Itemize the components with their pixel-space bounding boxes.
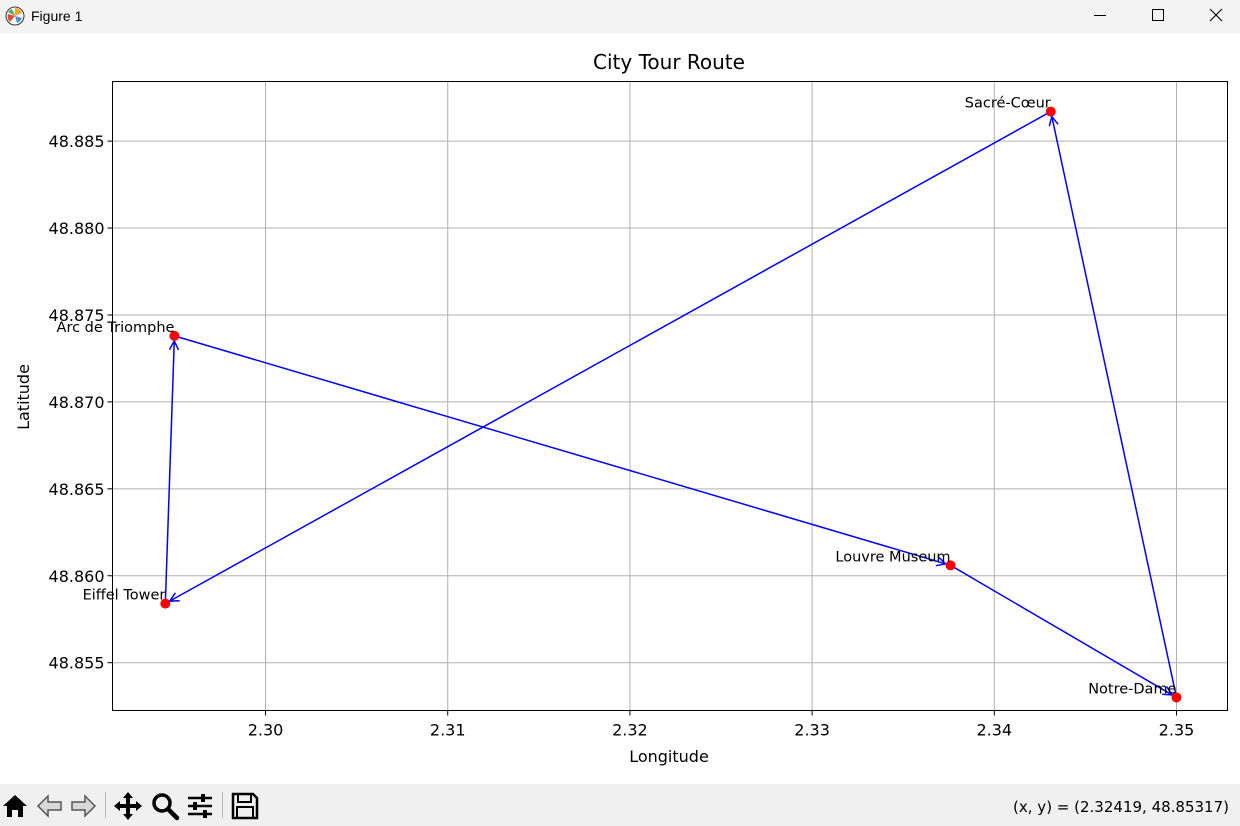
city-point [945, 560, 956, 571]
route-arrows [164, 110, 1178, 698]
x-tick-label: 2.32 [612, 721, 648, 740]
city-label: Notre-Dame [1088, 681, 1176, 697]
cursor-coordinates: (x, y) = (2.32419, 48.85317) [1013, 798, 1229, 816]
x-tick-label: 2.31 [430, 721, 466, 740]
matplotlib-logo-icon [5, 6, 25, 26]
zoom-button[interactable] [150, 791, 180, 821]
pan-icon [114, 792, 142, 820]
minimize-icon [1094, 15, 1106, 16]
x-axis-label: Longitude [629, 747, 709, 766]
y-tick-label: 48.860 [49, 567, 105, 586]
y-tick-label: 48.880 [49, 219, 105, 238]
maximize-button[interactable] [1129, 0, 1187, 33]
city-label: Louvre Museum [835, 549, 950, 565]
y-tick-label: 48.885 [49, 132, 105, 151]
configure-subplots-icon [188, 794, 212, 818]
city-point [1171, 692, 1182, 703]
configure-subplots-button[interactable] [185, 791, 215, 821]
toolbar-separator [222, 792, 223, 818]
x-tick-label: 2.35 [1159, 721, 1195, 740]
window-titlebar: Figure 1 [0, 0, 1240, 33]
city-label: Sacré-Cœur [965, 96, 1051, 112]
x-tick-label: 2.30 [248, 721, 284, 740]
city-point [169, 330, 180, 341]
save-icon [231, 792, 259, 820]
minimize-button[interactable] [1071, 0, 1129, 33]
route-arrow [164, 339, 180, 604]
navigation-toolbar: (x, y) = (2.32419, 48.85317) [0, 784, 1240, 826]
back-button[interactable] [35, 791, 65, 821]
city-label: Eiffel Tower [83, 588, 166, 604]
window-title: Figure 1 [31, 8, 83, 24]
plot-frame [112, 81, 1228, 711]
home-button[interactable] [0, 791, 30, 821]
axis-ticks: 2.30 2.31 2.32 2.33 2.34 2.35 48.855 48.860 48.8… [49, 132, 1195, 739]
x-tick-label: 2.33 [794, 721, 830, 740]
save-button[interactable] [230, 791, 260, 821]
close-button[interactable] [1187, 0, 1240, 33]
route-arrow [950, 564, 1174, 696]
route-arrow [174, 335, 948, 567]
figure-canvas[interactable]: 2.30 2.31 2.32 2.33 2.34 2.35 48.855 48.860 48.8… [0, 33, 1240, 784]
route-arrow [168, 110, 1052, 602]
forward-icon [71, 794, 97, 818]
grid [112, 81, 1228, 711]
y-tick-label: 48.870 [49, 393, 105, 412]
city-point [160, 598, 171, 609]
city-label: Arc de Triomphe [57, 320, 175, 336]
y-tick-label: 48.865 [49, 480, 105, 499]
route-arrow [1048, 114, 1178, 698]
zoom-icon [152, 793, 180, 821]
pan-button[interactable] [113, 791, 143, 821]
back-icon [36, 794, 62, 818]
y-tick-label: 48.875 [49, 306, 105, 325]
forward-button[interactable] [68, 791, 98, 821]
y-tick-label: 48.855 [49, 654, 105, 673]
toolbar-separator [105, 792, 106, 818]
y-axis-label: Latitude [14, 364, 33, 430]
city-tour-chart: 2.30 2.31 2.32 2.33 2.34 2.35 48.855 48.860 48.8… [14, 50, 1228, 766]
chart-title: City Tour Route [593, 50, 745, 74]
home-icon [3, 795, 27, 817]
city-points [160, 106, 1182, 703]
x-tick-label: 2.34 [976, 721, 1012, 740]
city-point [1045, 106, 1056, 117]
city-labels: Eiffel Tower Louvre Museum Notre-Dame Sacré… [57, 96, 1177, 698]
close-icon [1209, 8, 1223, 22]
maximize-icon [1152, 9, 1164, 21]
